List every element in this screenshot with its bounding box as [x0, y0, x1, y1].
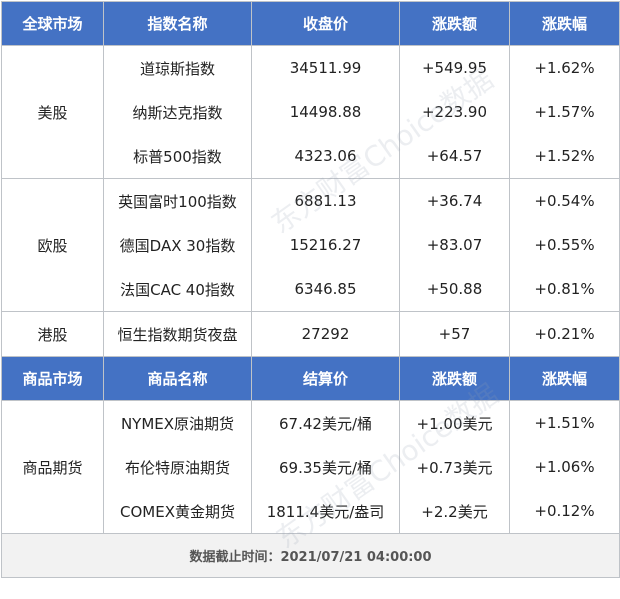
index-name: 道琼斯指数	[103, 45, 252, 90]
change-value: +0.73美元	[399, 445, 510, 489]
close-value: 15216.27	[251, 223, 400, 267]
table-row: 美股 道琼斯指数 34511.99 +549.95 +1.62%	[1, 45, 620, 179]
change-pct-value: +0.21%	[509, 311, 620, 357]
change-value: +50.88	[399, 267, 510, 312]
change-value: +549.95	[399, 45, 510, 90]
change-pct-value: +0.55%	[509, 223, 620, 267]
region-hk: 港股	[1, 311, 104, 357]
table-row: 商品期货 NYMEX原油期货 67.42美元/桶 +1.00美元 +1.51%	[1, 400, 620, 534]
table-row: 港股 恒生指数期货夜盘 27292 +57 +0.21%	[1, 311, 620, 357]
table-row: 纳斯达克指数 14498.88 +223.90 +1.57%	[2, 90, 620, 134]
region-commodity-futures: 商品期货	[1, 400, 104, 534]
data-cutoff-time: 数据截止时间：2021/07/21 04:00:00	[1, 533, 620, 578]
change-value: +1.00美元	[399, 400, 510, 445]
header-change-pct: 涨跌幅	[509, 356, 620, 401]
global-header-row: 全球市场 指数名称 收盘价 涨跌额 涨跌幅	[1, 1, 620, 46]
change-value: +223.90	[399, 90, 510, 134]
index-name: 德国DAX 30指数	[103, 223, 252, 267]
change-value: +64.57	[399, 134, 510, 179]
settle-value: 69.35美元/桶	[251, 445, 400, 489]
change-pct-value: +0.12%	[509, 489, 620, 534]
change-pct-value: +1.57%	[509, 90, 620, 134]
change-value: +36.74	[399, 178, 510, 223]
change-value: +83.07	[399, 223, 510, 267]
change-pct-value: +0.54%	[509, 178, 620, 223]
header-change: 涨跌额	[399, 1, 510, 46]
header-change-pct: 涨跌幅	[509, 1, 620, 46]
change-pct-value: +1.51%	[509, 400, 620, 445]
header-global-market: 全球市场	[1, 1, 104, 46]
change-value: +57	[399, 311, 510, 357]
footer-row: 数据截止时间：2021/07/21 04:00:00	[1, 533, 620, 578]
table-row: 德国DAX 30指数 15216.27 +83.07 +0.55%	[2, 223, 620, 267]
table-row: 法国CAC 40指数 6346.85 +50.88 +0.81%	[2, 267, 620, 312]
index-name: 法国CAC 40指数	[103, 267, 252, 312]
market-table: 全球市场 指数名称 收盘价 涨跌额 涨跌幅 美股 道琼斯指数 34511.99 …	[1, 1, 620, 578]
index-name: 恒生指数期货夜盘	[103, 311, 252, 357]
header-commodity-market: 商品市场	[1, 356, 104, 401]
header-commodity-name: 商品名称	[103, 356, 252, 401]
change-pct-value: +1.52%	[509, 134, 620, 179]
change-pct-value: +1.06%	[509, 445, 620, 489]
region-us: 美股	[1, 45, 104, 179]
commodity-name: NYMEX原油期货	[103, 400, 252, 445]
settle-value: 67.42美元/桶	[251, 400, 400, 445]
index-name: 英国富时100指数	[103, 178, 252, 223]
close-value: 27292	[251, 311, 400, 357]
change-pct-value: +0.81%	[509, 267, 620, 312]
table-row: 布伦特原油期货 69.35美元/桶 +0.73美元 +1.06%	[2, 445, 620, 489]
header-close-price: 收盘价	[251, 1, 400, 46]
commodity-header-row: 商品市场 商品名称 结算价 涨跌额 涨跌幅	[1, 356, 620, 401]
index-name: 纳斯达克指数	[103, 90, 252, 134]
header-change: 涨跌额	[399, 356, 510, 401]
change-pct-value: +1.62%	[509, 45, 620, 90]
change-value: +2.2美元	[399, 489, 510, 534]
close-value: 6346.85	[251, 267, 400, 312]
commodity-name: 布伦特原油期货	[103, 445, 252, 489]
table-row: COMEX黄金期货 1811.4美元/盎司 +2.2美元 +0.12%	[2, 489, 620, 534]
close-value: 4323.06	[251, 134, 400, 179]
close-value: 34511.99	[251, 45, 400, 90]
header-index-name: 指数名称	[103, 1, 252, 46]
settle-value: 1811.4美元/盎司	[251, 489, 400, 534]
close-value: 6881.13	[251, 178, 400, 223]
region-europe: 欧股	[1, 178, 104, 312]
commodity-name: COMEX黄金期货	[103, 489, 252, 534]
index-name: 标普500指数	[103, 134, 252, 179]
table-row: 欧股 英国富时100指数 6881.13 +36.74 +0.54%	[1, 178, 620, 312]
close-value: 14498.88	[251, 90, 400, 134]
header-settle-price: 结算价	[251, 356, 400, 401]
